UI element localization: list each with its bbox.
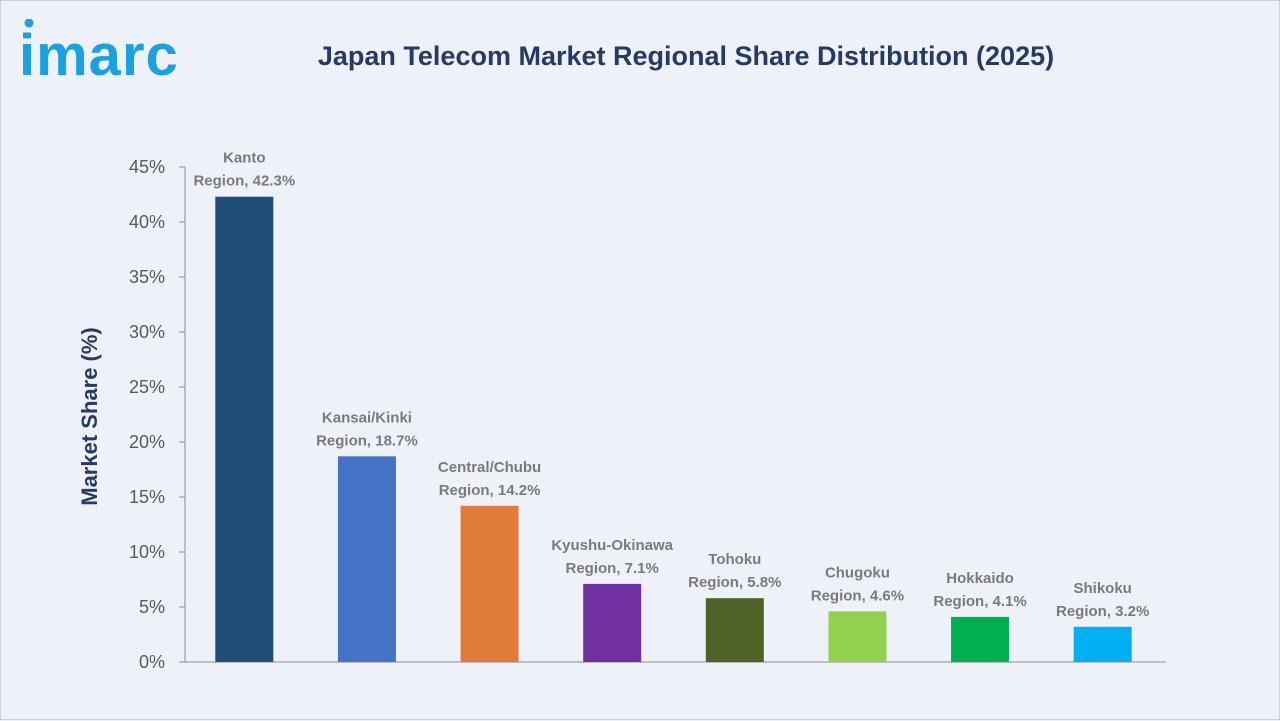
- bar-data-label: Kanto: [223, 150, 266, 167]
- y-tick-label: 30%: [129, 322, 165, 342]
- bar-kanto: [215, 196, 274, 662]
- bar-data-label: Central/Chubu: [438, 459, 541, 476]
- bar-data-label: Region, 4.6%: [811, 587, 904, 604]
- bar-data-label: Region, 3.2%: [1056, 603, 1149, 620]
- bar-data-label: Region, 42.3%: [193, 173, 295, 190]
- y-tick-label: 0%: [139, 652, 165, 672]
- y-axis-title: Market Share (%): [77, 327, 102, 506]
- bar-data-label: Region, 4.1%: [933, 593, 1026, 610]
- y-tick-label: 40%: [129, 212, 165, 232]
- bar-tohoku: [705, 598, 764, 662]
- svg-text:imarc: imarc: [19, 23, 179, 81]
- y-tick-label: 25%: [129, 377, 165, 397]
- bar-data-label: Region, 18.7%: [316, 432, 418, 449]
- bar-data-label: Kansai/Kinki: [322, 409, 412, 426]
- bar-chugoku: [828, 611, 887, 662]
- bar-shikoku: [1073, 626, 1132, 662]
- y-tick-label: 5%: [139, 597, 165, 617]
- bar-kansai-kinki: [337, 456, 396, 662]
- bar-hokkaido: [951, 616, 1010, 662]
- chart-title: Japan Telecom Market Regional Share Dist…: [317, 41, 1055, 71]
- bar-central-chubu: [460, 505, 519, 662]
- bar-data-label: Tohoku: [708, 551, 761, 568]
- y-tick-label: 15%: [129, 487, 165, 507]
- bar-kyushu-okinawa: [583, 583, 642, 662]
- bar-data-label: Chugoku: [825, 564, 890, 581]
- y-tick-label: 35%: [129, 267, 165, 287]
- y-tick-label: 45%: [129, 157, 165, 177]
- bar-data-label: Region, 5.8%: [688, 574, 781, 591]
- bar-data-label: Kyushu-Okinawa: [551, 537, 673, 554]
- bar-data-label: Region, 7.1%: [566, 560, 659, 577]
- y-tick-label: 10%: [129, 542, 165, 562]
- bar-data-label: Region, 14.2%: [439, 482, 541, 499]
- imarc-logo: imarc: [19, 19, 179, 81]
- y-tick-label: 20%: [129, 432, 165, 452]
- bar-data-label: Shikoku: [1074, 580, 1132, 597]
- bar-data-label: Hokkaido: [946, 570, 1014, 587]
